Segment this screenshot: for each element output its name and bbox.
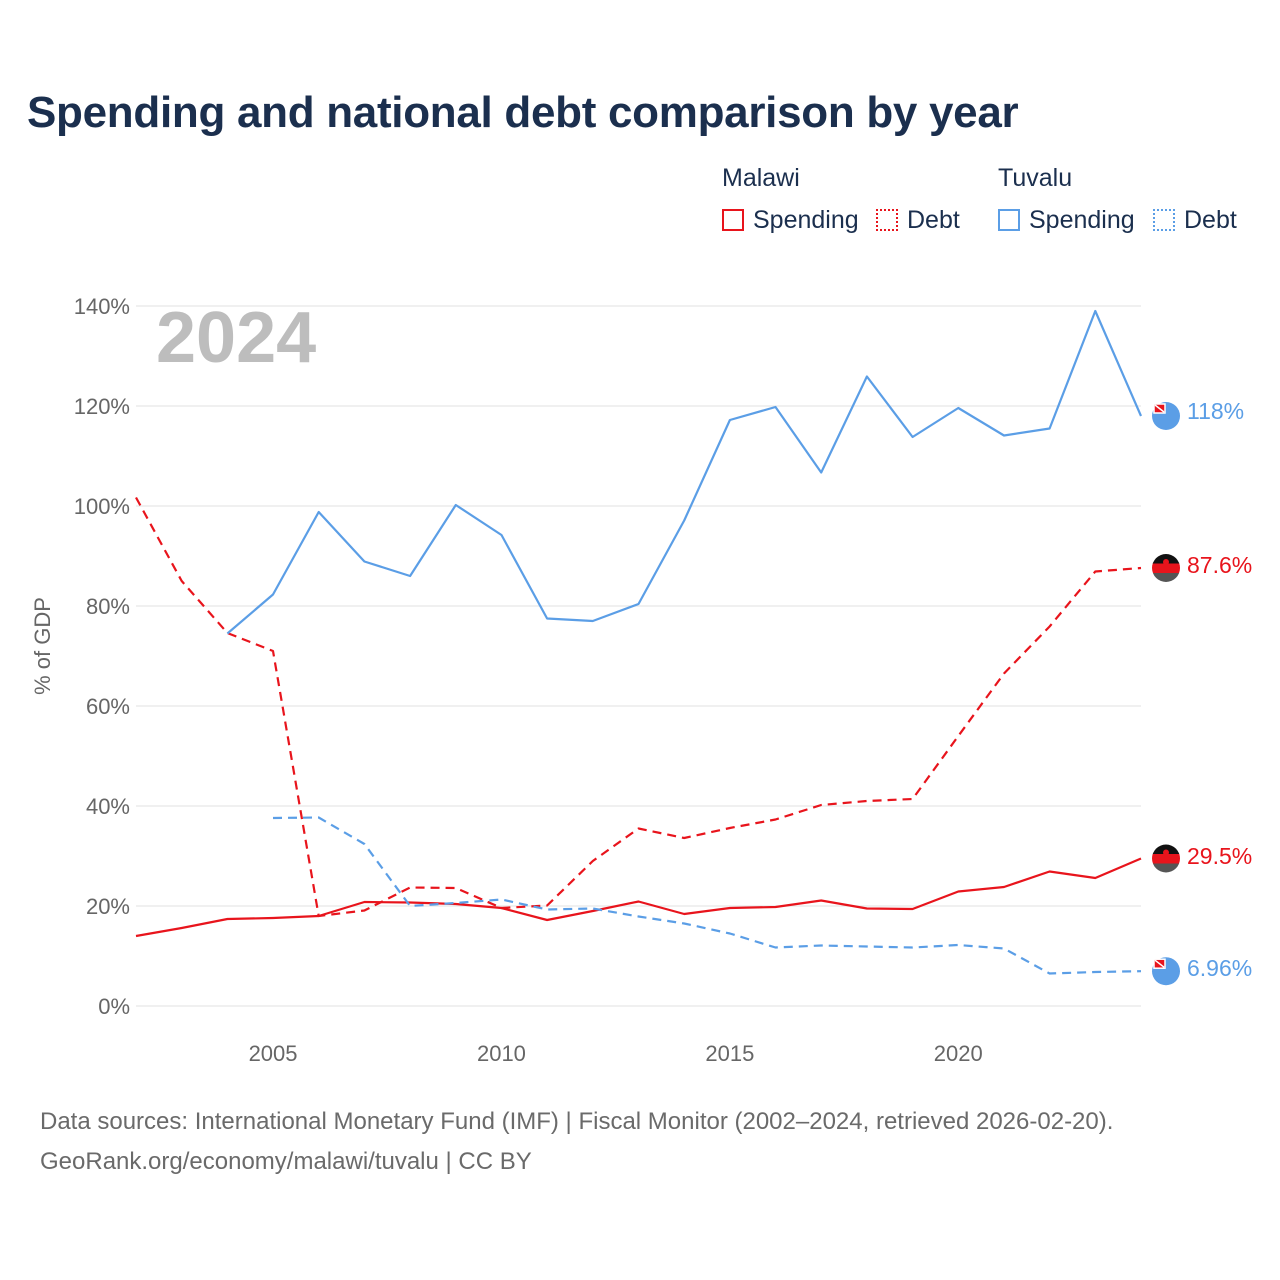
end-label-malawi-debt: 87.6% bbox=[1187, 552, 1252, 578]
legend-swatch-tuvalu-debt bbox=[1153, 209, 1175, 231]
legend-group-malawi: Malawi bbox=[722, 164, 800, 192]
legend-swatch-malawi-spending bbox=[722, 209, 744, 231]
footer-link[interactable]: GeoRank.org/economy/malawi/tuvalu | CC B… bbox=[40, 1148, 532, 1175]
end-label-tuvalu-debt: 6.96% bbox=[1187, 955, 1252, 981]
y-tick-label: 20% bbox=[86, 894, 130, 919]
x-tick-label: 2010 bbox=[477, 1041, 526, 1066]
x-tick-label: 2015 bbox=[705, 1041, 754, 1066]
series-line-malawi-debt[interactable] bbox=[135, 496, 1142, 918]
legend-label-tuvalu-debt: Debt bbox=[1184, 206, 1237, 234]
year-watermark: 2024 bbox=[156, 298, 316, 378]
y-tick-label: 80% bbox=[86, 594, 130, 619]
y-tick-label: 140% bbox=[74, 294, 130, 319]
y-tick-label: 60% bbox=[86, 694, 130, 719]
flag-icon-malawi-debt bbox=[1152, 554, 1180, 582]
y-tick-label: 40% bbox=[86, 794, 130, 819]
flag-icon-malawi-spending bbox=[1152, 844, 1180, 873]
legend-label-malawi-spending: Spending bbox=[753, 206, 859, 234]
legend-swatch-tuvalu-spending bbox=[998, 209, 1020, 231]
line-chart: 2024 0% 20% 40% 60% 80% 100% 120% 140% 2005 2010 2… bbox=[30, 294, 1252, 1066]
y-axis-label: % of GDP bbox=[30, 597, 55, 695]
y-tick-label: 120% bbox=[74, 394, 130, 419]
series-line-tuvalu-debt[interactable] bbox=[272, 816, 1142, 975]
legend-label-tuvalu-spending: Spending bbox=[1029, 206, 1135, 234]
flag-icon-tuvalu-debt bbox=[1152, 957, 1180, 986]
flag-icon-tuvalu-spending bbox=[1152, 402, 1180, 430]
end-label-malawi-spending: 29.5% bbox=[1187, 843, 1252, 869]
series-line-malawi-spending[interactable] bbox=[135, 857, 1142, 938]
y-tick-label: 100% bbox=[74, 494, 130, 519]
x-tick-label: 2005 bbox=[249, 1041, 298, 1066]
series-line-tuvalu-spending[interactable] bbox=[226, 309, 1143, 635]
footer-sources: Data sources: International Monetary Fun… bbox=[40, 1108, 1114, 1135]
chart-title: Spending and national debt comparison by… bbox=[27, 88, 1019, 137]
y-tick-label: 0% bbox=[98, 994, 130, 1019]
legend-group-tuvalu: Tuvalu bbox=[998, 164, 1073, 192]
x-tick-label: 2020 bbox=[934, 1041, 983, 1066]
legend-label-malawi-debt: Debt bbox=[907, 206, 960, 234]
legend-swatch-malawi-debt bbox=[876, 209, 898, 231]
end-label-tuvalu-spending: 118% bbox=[1187, 398, 1244, 424]
